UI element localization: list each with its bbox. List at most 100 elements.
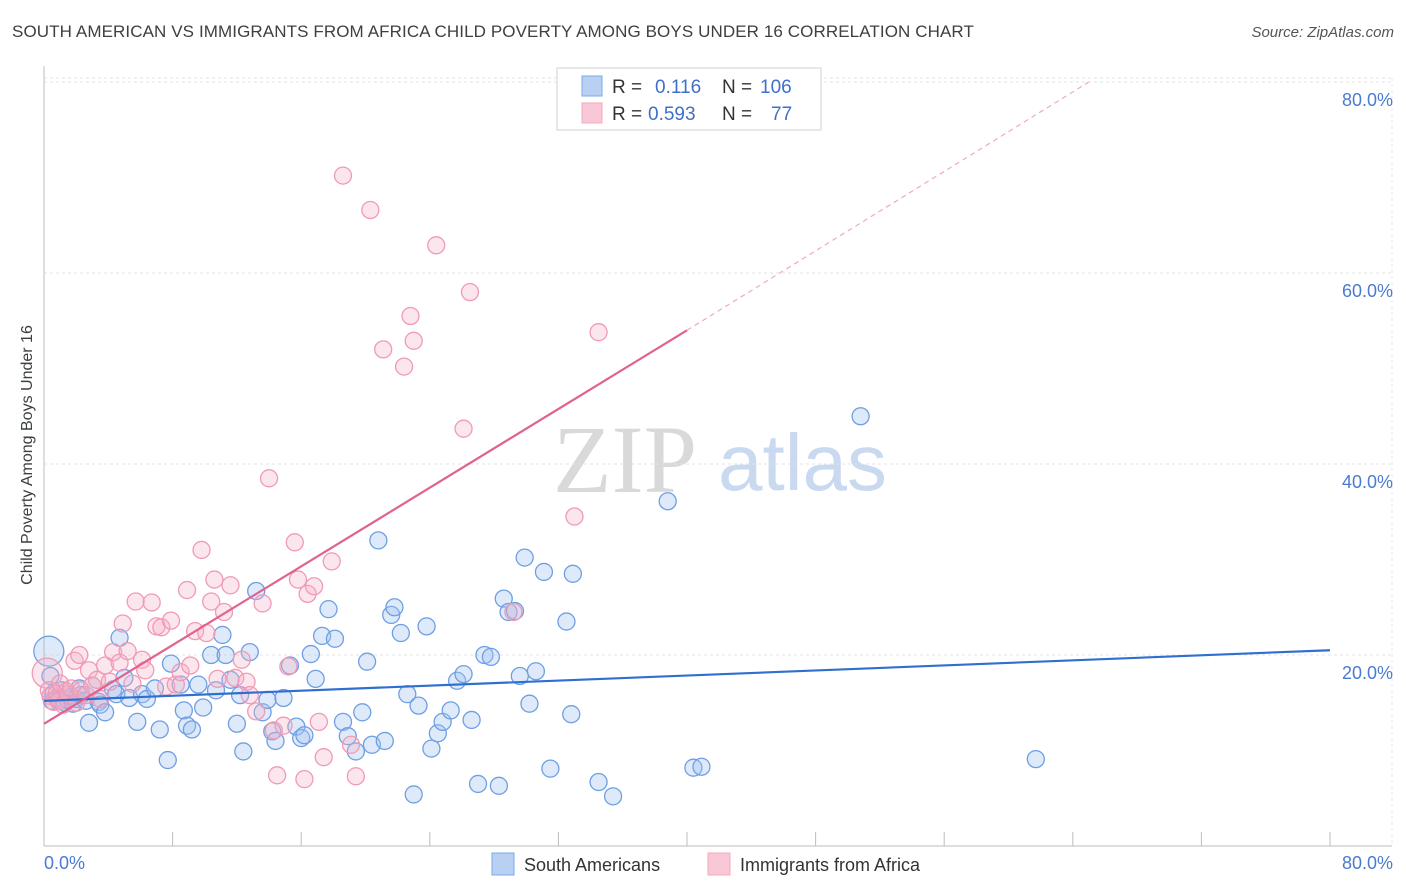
- data-point: [192, 540, 211, 560]
- data-point: [353, 703, 372, 722]
- data-point: [177, 580, 197, 600]
- data-point: [462, 710, 481, 730]
- data-point: [274, 716, 293, 735]
- data-point: [454, 419, 473, 438]
- data-point: [394, 357, 414, 376]
- data-point: [314, 748, 333, 767]
- data-point: [475, 645, 494, 665]
- data-point: [565, 507, 584, 526]
- data-point: [103, 642, 123, 662]
- data-point: [295, 726, 314, 745]
- data-point: [563, 564, 583, 583]
- legend-r-label: R =: [612, 104, 642, 125]
- trend-extension-immigrants-from-africa: [686, 81, 1090, 331]
- data-point: [489, 776, 509, 795]
- data-point: [227, 714, 247, 733]
- trend-line-immigrants-from-africa: [43, 329, 688, 725]
- data-point: [41, 666, 60, 686]
- data-point: [263, 722, 282, 741]
- data-point: [79, 713, 99, 732]
- data-point: [189, 675, 208, 694]
- data-point: [247, 702, 266, 721]
- data-point: [333, 712, 353, 731]
- data-point: [520, 694, 539, 713]
- data-point: [295, 770, 314, 789]
- data-point: [391, 623, 411, 643]
- data-point: [253, 594, 272, 613]
- legend-swatch-south-americans: [581, 75, 603, 97]
- data-point: [152, 618, 171, 637]
- data-point: [404, 785, 423, 804]
- trend-lines: [43, 81, 1331, 725]
- watermark-atlas: atlas: [718, 418, 887, 507]
- data-point: [193, 698, 213, 717]
- data-point: [526, 662, 546, 681]
- data-point: [226, 668, 245, 688]
- x-tick-label-max: 80.0%: [1342, 853, 1393, 873]
- data-point: [346, 767, 366, 786]
- y-tick-label: 40.0%: [1342, 472, 1393, 492]
- y-tick-label: 80.0%: [1342, 90, 1393, 110]
- legend-n-value: 106: [760, 77, 792, 98]
- data-point: [205, 570, 224, 589]
- data-point: [232, 650, 251, 669]
- data-point: [385, 598, 404, 617]
- legend: R = 0.116 N = 106 R = 0.593 N = 77: [556, 67, 822, 131]
- legend-n-label: N =: [722, 77, 752, 98]
- data-point: [319, 600, 338, 619]
- data-point: [118, 642, 137, 661]
- data-point: [427, 236, 446, 255]
- data-point: [505, 601, 525, 621]
- data-point: [181, 656, 200, 675]
- legend-r-value: 0.593: [648, 104, 696, 125]
- data-point: [126, 592, 145, 611]
- series-legend-swatch-south-americans: [491, 852, 515, 876]
- watermark: ZIP atlas: [553, 406, 887, 513]
- data-point: [375, 731, 394, 751]
- data-point: [322, 552, 341, 571]
- legend-r-label: R =: [612, 77, 642, 98]
- data-point: [234, 742, 253, 761]
- data-point: [292, 728, 311, 748]
- data-point: [113, 614, 132, 633]
- data-point: [216, 645, 235, 665]
- data-point: [213, 625, 232, 645]
- series-legend-label-south-americans: South Americans: [524, 855, 660, 875]
- data-point: [70, 645, 89, 665]
- source-credit: Source: ZipAtlas.com: [1251, 24, 1394, 41]
- data-point: [240, 685, 259, 705]
- data-point: [280, 656, 300, 675]
- legend-n-label: N =: [722, 104, 752, 125]
- data-point: [264, 721, 284, 740]
- data-point: [171, 663, 190, 682]
- series-legend: South Americans Immigrants from Africa: [491, 852, 921, 876]
- data-point: [428, 724, 447, 743]
- data-point: [309, 712, 329, 731]
- axes: [43, 66, 1392, 847]
- trend-line-south-americans: [43, 649, 1331, 702]
- data-point: [422, 739, 441, 758]
- data-point: [357, 652, 377, 671]
- data-point: [267, 766, 287, 785]
- data-point: [158, 750, 177, 770]
- data-point: [123, 674, 142, 693]
- data-point: [171, 675, 190, 694]
- data-point: [208, 669, 227, 689]
- data-point: [454, 664, 473, 684]
- data-point: [161, 611, 181, 630]
- data-point: [237, 672, 256, 691]
- data-point: [221, 576, 240, 595]
- legend-n-value: 77: [771, 104, 792, 125]
- data-point: [374, 340, 393, 359]
- series-legend-label-immigrants-from-africa: Immigrants from Africa: [740, 855, 921, 875]
- x-tick-label-min: 0.0%: [44, 853, 85, 873]
- y-tick-labels: 20.0% 40.0% 60.0% 80.0%: [1342, 90, 1393, 683]
- data-point: [692, 757, 711, 776]
- legend-swatch-immigrants-from-africa: [581, 102, 603, 124]
- data-point: [468, 774, 488, 794]
- data-point: [1026, 749, 1045, 769]
- data-point: [65, 651, 84, 670]
- data-point: [150, 720, 169, 739]
- data-point: [341, 735, 361, 754]
